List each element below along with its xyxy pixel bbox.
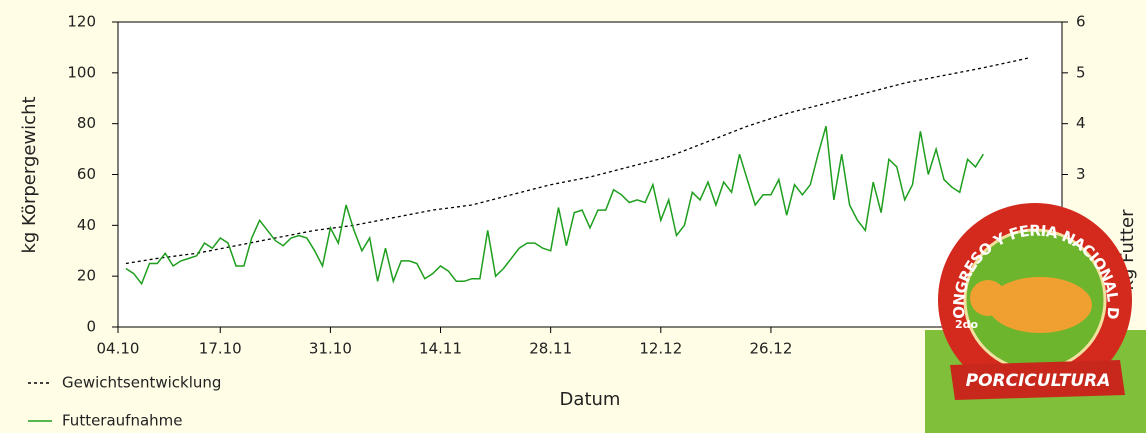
y-tick-label: 20 [77, 267, 96, 285]
y2-tick-label: 6 [1076, 13, 1086, 31]
legend-label: Futteraufnahme [62, 412, 183, 430]
y2-tick-label: 3 [1076, 165, 1086, 183]
y2-tick-label: 4 [1076, 114, 1086, 132]
y-tick-label: 0 [86, 318, 96, 336]
x-axis-label: Datum [560, 389, 621, 410]
x-tick-label: 31.10 [309, 340, 352, 358]
logo-banner-text: PORCICULTURA [966, 371, 1111, 391]
x-tick-label: 14.11 [419, 340, 462, 358]
logo-ordinal: 2do [955, 318, 979, 331]
x-tick-label: 04.10 [97, 340, 140, 358]
y2-tick-label: 5 [1076, 63, 1086, 81]
series-line [125, 125, 984, 286]
plot-area [118, 22, 1062, 327]
x-tick-label: 12.12 [639, 340, 682, 358]
logo-pig [988, 277, 1092, 333]
y-tick-label: 60 [77, 165, 96, 183]
x-tick-label: 26.12 [749, 340, 792, 358]
x-tick-label: 17.10 [199, 340, 242, 358]
y-tick-label: 40 [77, 216, 96, 234]
series-line [125, 56, 1031, 265]
y-axis-label: kg Körpergewicht [19, 96, 40, 253]
x-tick-label: 28.11 [529, 340, 572, 358]
y-tick-label: 100 [67, 63, 96, 81]
logo-banner [950, 360, 1125, 400]
y-tick-label: 120 [67, 13, 96, 31]
logo-pig-head [970, 280, 1006, 316]
legend-label: Gewichtsentwicklung [62, 374, 221, 392]
y-tick-label: 80 [77, 114, 96, 132]
